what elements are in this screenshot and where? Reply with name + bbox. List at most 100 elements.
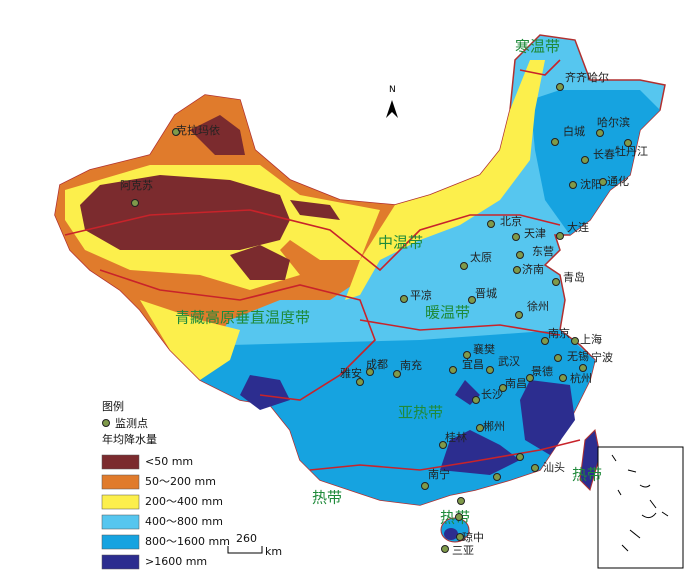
station-label: 晋城: [475, 287, 497, 300]
station-dot: [526, 374, 534, 382]
station-label: 北京: [500, 214, 522, 228]
legend-swatch: [101, 494, 140, 510]
station-label: 成都: [366, 358, 388, 371]
station-label: 南充: [400, 358, 422, 372]
station-label: 青岛: [563, 270, 585, 284]
taiwan: [579, 428, 601, 491]
station-label: 天津: [524, 227, 546, 240]
legend-items: <50 mm 50～200 mm 200～400 mm 400～800 mm 800～1…: [101, 454, 230, 570]
station-dot: [599, 178, 607, 186]
station-label: 汕头: [543, 461, 565, 474]
station-label: 大连: [567, 220, 589, 234]
legend-swatch: [101, 474, 140, 490]
zone-boundary: [359, 319, 561, 336]
station-dot: [463, 351, 471, 359]
zone-boundaries: [64, 59, 581, 471]
station-dot: [559, 374, 567, 382]
station-dot: [400, 295, 408, 303]
station-label: 上海: [580, 332, 602, 346]
station-dot: [513, 266, 521, 274]
station-dot: [581, 156, 589, 164]
inset-frame: [597, 446, 684, 569]
station-dot: [499, 384, 507, 392]
station-dot: [556, 83, 564, 91]
station-dot: [366, 368, 374, 376]
station-label: 杭州: [570, 371, 592, 385]
station-label: 太原: [470, 251, 492, 264]
station-dot: [457, 497, 465, 505]
scale-unit: km: [265, 545, 282, 558]
north-arrow: N: [386, 85, 398, 118]
station-dot: [393, 370, 401, 378]
station-label: 平凉: [410, 288, 432, 302]
legend-swatch: [101, 514, 140, 530]
station-label: 长春: [593, 148, 615, 161]
zone-label: 热带: [312, 489, 342, 507]
legend-subtitle: 年均降水量: [102, 432, 157, 446]
station-dot: [456, 533, 464, 541]
region-humid: [240, 375, 290, 410]
zone-label: 暖温带: [425, 304, 470, 322]
station-dot: [487, 220, 495, 228]
station-dot: [516, 453, 524, 461]
legend-label: 800～1600 mm: [145, 535, 230, 548]
zone-boundary: [309, 439, 581, 471]
station-label: 南昌: [505, 377, 527, 390]
station-dot: [552, 278, 560, 286]
legend-swatch: [101, 554, 140, 570]
station-label: 桂林: [445, 430, 467, 444]
inset: [597, 446, 684, 569]
zone-label: 青藏高原垂直温度带: [175, 309, 310, 327]
zone-labels: 寒温带 中温带 暖温带 青藏高原垂直温度带 亚热带 热带 热带 热带: [175, 38, 602, 527]
scale-line: [227, 546, 263, 554]
station-label: 长沙: [481, 388, 503, 401]
map-regions: [54, 34, 666, 543]
station-label: 郴州: [483, 419, 505, 433]
station-label: 南宁: [428, 467, 450, 481]
region-semiarid: [345, 60, 545, 300]
scale-value: 260: [236, 532, 257, 545]
station-label: 宜昌: [462, 357, 484, 371]
zone-label: 热带: [572, 466, 602, 484]
station-dot: [531, 464, 539, 472]
legend-label: 200～400 mm: [145, 495, 223, 508]
station-label: 齐齐哈尔: [565, 70, 609, 84]
legend-label: 50～200 mm: [145, 475, 216, 488]
station-label: 琼中: [462, 530, 484, 544]
station-label: 东营: [532, 244, 554, 258]
station-dot: [554, 354, 562, 362]
station-label: 哈尔滨: [597, 115, 630, 129]
station-label: 襄樊: [473, 342, 495, 356]
north-arrow-icon: [386, 100, 398, 118]
station-dot: [472, 396, 480, 404]
station-label: 沈阳: [580, 177, 602, 191]
station-dot: [493, 473, 501, 481]
inset-islands: [611, 454, 669, 552]
station-dot: [541, 337, 549, 345]
station-dot: [571, 337, 579, 345]
station-dot: [421, 482, 429, 490]
legend: 图例 监测点 年均降水量 <50 mm 50～200 mm 200～400 mm 40…: [101, 399, 230, 570]
station-dot: [460, 262, 468, 270]
station-dot: [476, 424, 484, 432]
station-dot: [515, 311, 523, 319]
legend-label: 400～800 mm: [145, 515, 223, 528]
station-dot: [455, 513, 463, 521]
station-dot: [516, 251, 524, 259]
station-label: 白城: [563, 124, 585, 138]
station-dot: [172, 128, 180, 136]
station-label: 南京: [548, 326, 570, 340]
legend-label: >1600 mm: [145, 555, 207, 568]
zone-boundary: [519, 59, 561, 76]
station-label: 三亚: [452, 544, 474, 557]
station-dot: [624, 139, 632, 147]
legend-swatch: [101, 534, 140, 550]
zone-boundary: [64, 209, 561, 272]
region-desert: [290, 200, 340, 220]
station-dot: [569, 181, 577, 189]
station-label: 武汉: [498, 355, 520, 368]
hainan-wet: [444, 528, 458, 540]
station-dot: [556, 232, 564, 240]
